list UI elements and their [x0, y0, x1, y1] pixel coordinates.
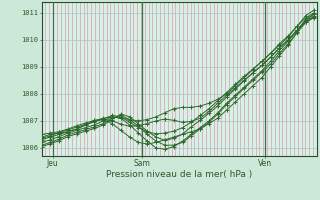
X-axis label: Pression niveau de la mer( hPa ): Pression niveau de la mer( hPa ): [106, 170, 252, 179]
